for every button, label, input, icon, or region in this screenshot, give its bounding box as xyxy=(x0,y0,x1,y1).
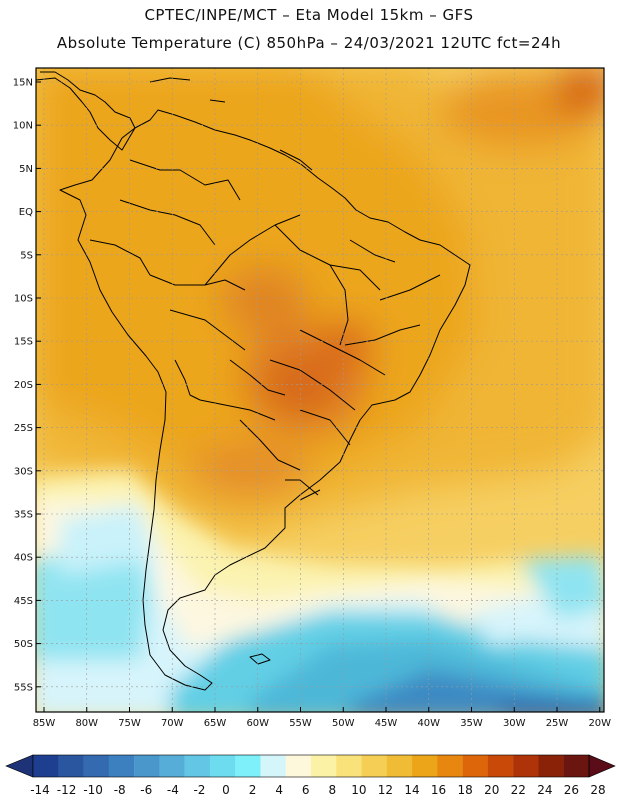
lat-label: 50S xyxy=(14,639,33,650)
colorbar-swatch xyxy=(538,755,564,777)
colorbar-tick-label: -12 xyxy=(57,783,77,797)
colorbar-tick-label: 22 xyxy=(511,783,526,797)
colorbar-swatch xyxy=(361,755,388,777)
colorbar-swatch xyxy=(487,755,514,777)
colorbar-tick-label: 20 xyxy=(484,783,499,797)
map-title-line-1: CPTEC/INPE/MCT – Eta Model 15km – GFS xyxy=(144,6,474,24)
map-frame xyxy=(35,67,605,713)
lon-label: 40W xyxy=(417,718,440,729)
central-america-coastline xyxy=(36,71,136,151)
colorbar-swatch xyxy=(235,755,261,777)
colorbar-swatch xyxy=(134,755,160,777)
colorbar-tick-label: -8 xyxy=(114,783,126,797)
colorbar-low-arrow xyxy=(5,754,34,778)
lon-label: 20W xyxy=(588,718,611,729)
lat-label: 5N xyxy=(19,164,33,175)
colorbar-high-arrow xyxy=(588,754,616,778)
colorbar-swatch xyxy=(83,755,110,777)
colorbar-swatch xyxy=(311,755,337,777)
colorbar-swatch xyxy=(184,755,211,777)
graticule xyxy=(36,68,604,712)
lat-label: 55S xyxy=(14,682,33,693)
colorbar-tick-label: 26 xyxy=(564,783,579,797)
lat-label: 40S xyxy=(14,553,33,564)
lat-label: 25S xyxy=(14,423,33,434)
lat-label: 10N xyxy=(13,121,33,132)
country-borders xyxy=(89,159,441,501)
colorbar-tick-label: 14 xyxy=(404,783,419,797)
lon-label: 65W xyxy=(204,718,227,729)
lon-label: 85W xyxy=(33,718,56,729)
colorbar-tick-label: 12 xyxy=(378,783,393,797)
colorbar-tick-label: -2 xyxy=(193,783,205,797)
lon-label: 30W xyxy=(503,718,526,729)
lon-label: 50W xyxy=(332,718,355,729)
lat-label: EQ xyxy=(19,207,33,218)
colorbar-tick-label: 4 xyxy=(275,783,283,797)
lat-label: 15S xyxy=(14,337,33,348)
colorbar-swatch xyxy=(437,755,463,777)
colorbar-frame xyxy=(32,754,590,778)
lat-label: 20S xyxy=(14,380,33,391)
lat-label: 35S xyxy=(14,510,33,521)
lon-label: 75W xyxy=(118,718,141,729)
colorbar-swatch xyxy=(336,755,362,777)
colorbar-swatch xyxy=(159,755,185,777)
lon-label: 80W xyxy=(75,718,98,729)
colorbar-tick-label: 0 xyxy=(222,783,230,797)
lat-label: 15N xyxy=(13,78,33,89)
colorbar-tick-label: 28 xyxy=(590,783,605,797)
longitude-axis: 85W 80W 75W 70W 65W 60W 55W 50W 45W 40W 35W 30W 25W 2… xyxy=(33,707,611,729)
lat-label: 5S xyxy=(20,250,33,261)
temperature-field xyxy=(36,68,604,712)
south-america-coastline xyxy=(59,109,471,691)
colorbar-swatch xyxy=(108,755,135,777)
coastline-outlines xyxy=(36,71,471,691)
lon-label: 70W xyxy=(161,718,184,729)
colorbar-swatch xyxy=(260,755,286,777)
colorbar-tick-label: -10 xyxy=(83,783,103,797)
lat-label: 10S xyxy=(14,294,33,305)
colorbar-tick-label: 6 xyxy=(302,783,310,797)
colorbar-swatch xyxy=(386,755,413,777)
colorbar-swatch xyxy=(563,755,590,777)
lon-label: 35W xyxy=(460,718,483,729)
colorbar-tick-label: 16 xyxy=(431,783,446,797)
colorbar-swatch xyxy=(285,755,312,777)
lon-label: 25W xyxy=(546,718,569,729)
colorbar-swatch xyxy=(58,755,84,777)
colorbar-swatch xyxy=(412,755,438,777)
caribbean-islands xyxy=(149,77,313,171)
colorbar-tick-label: 10 xyxy=(351,783,366,797)
lat-label: 30S xyxy=(14,466,33,477)
lon-label: 60W xyxy=(246,718,269,729)
colorbar-tick-label: -4 xyxy=(167,783,179,797)
colorbar-swatch xyxy=(462,755,489,777)
latitude-axis: 15N 10N 5N EQ 5S 10S 15S 20S 25S 30S 35S 40S 45S 50S 5… xyxy=(13,78,41,693)
lon-label: 55W xyxy=(289,718,312,729)
colorbar-tick-label: 2 xyxy=(249,783,257,797)
colorbar-tick-label: 8 xyxy=(328,783,336,797)
colorbar-swatch xyxy=(209,755,236,777)
colorbar-swatch xyxy=(513,755,539,777)
colorbar-tick-label: 18 xyxy=(458,783,473,797)
colorbar-swatch xyxy=(33,755,59,777)
lon-label: 45W xyxy=(375,718,398,729)
map-title-line-2: Absolute Temperature (C) 850hPa – 24/03/… xyxy=(56,34,562,52)
colorbar-tick-label: -14 xyxy=(30,783,50,797)
colorbar-tick-label: -6 xyxy=(140,783,152,797)
colorbar: -14 -12 -10 -8 -6 -4 -2 0 2 4 6 8 10 12 14 16 18 20 22 24 26… xyxy=(5,754,616,797)
lat-label: 45S xyxy=(14,596,33,607)
colorbar-tick-label: 24 xyxy=(537,783,552,797)
